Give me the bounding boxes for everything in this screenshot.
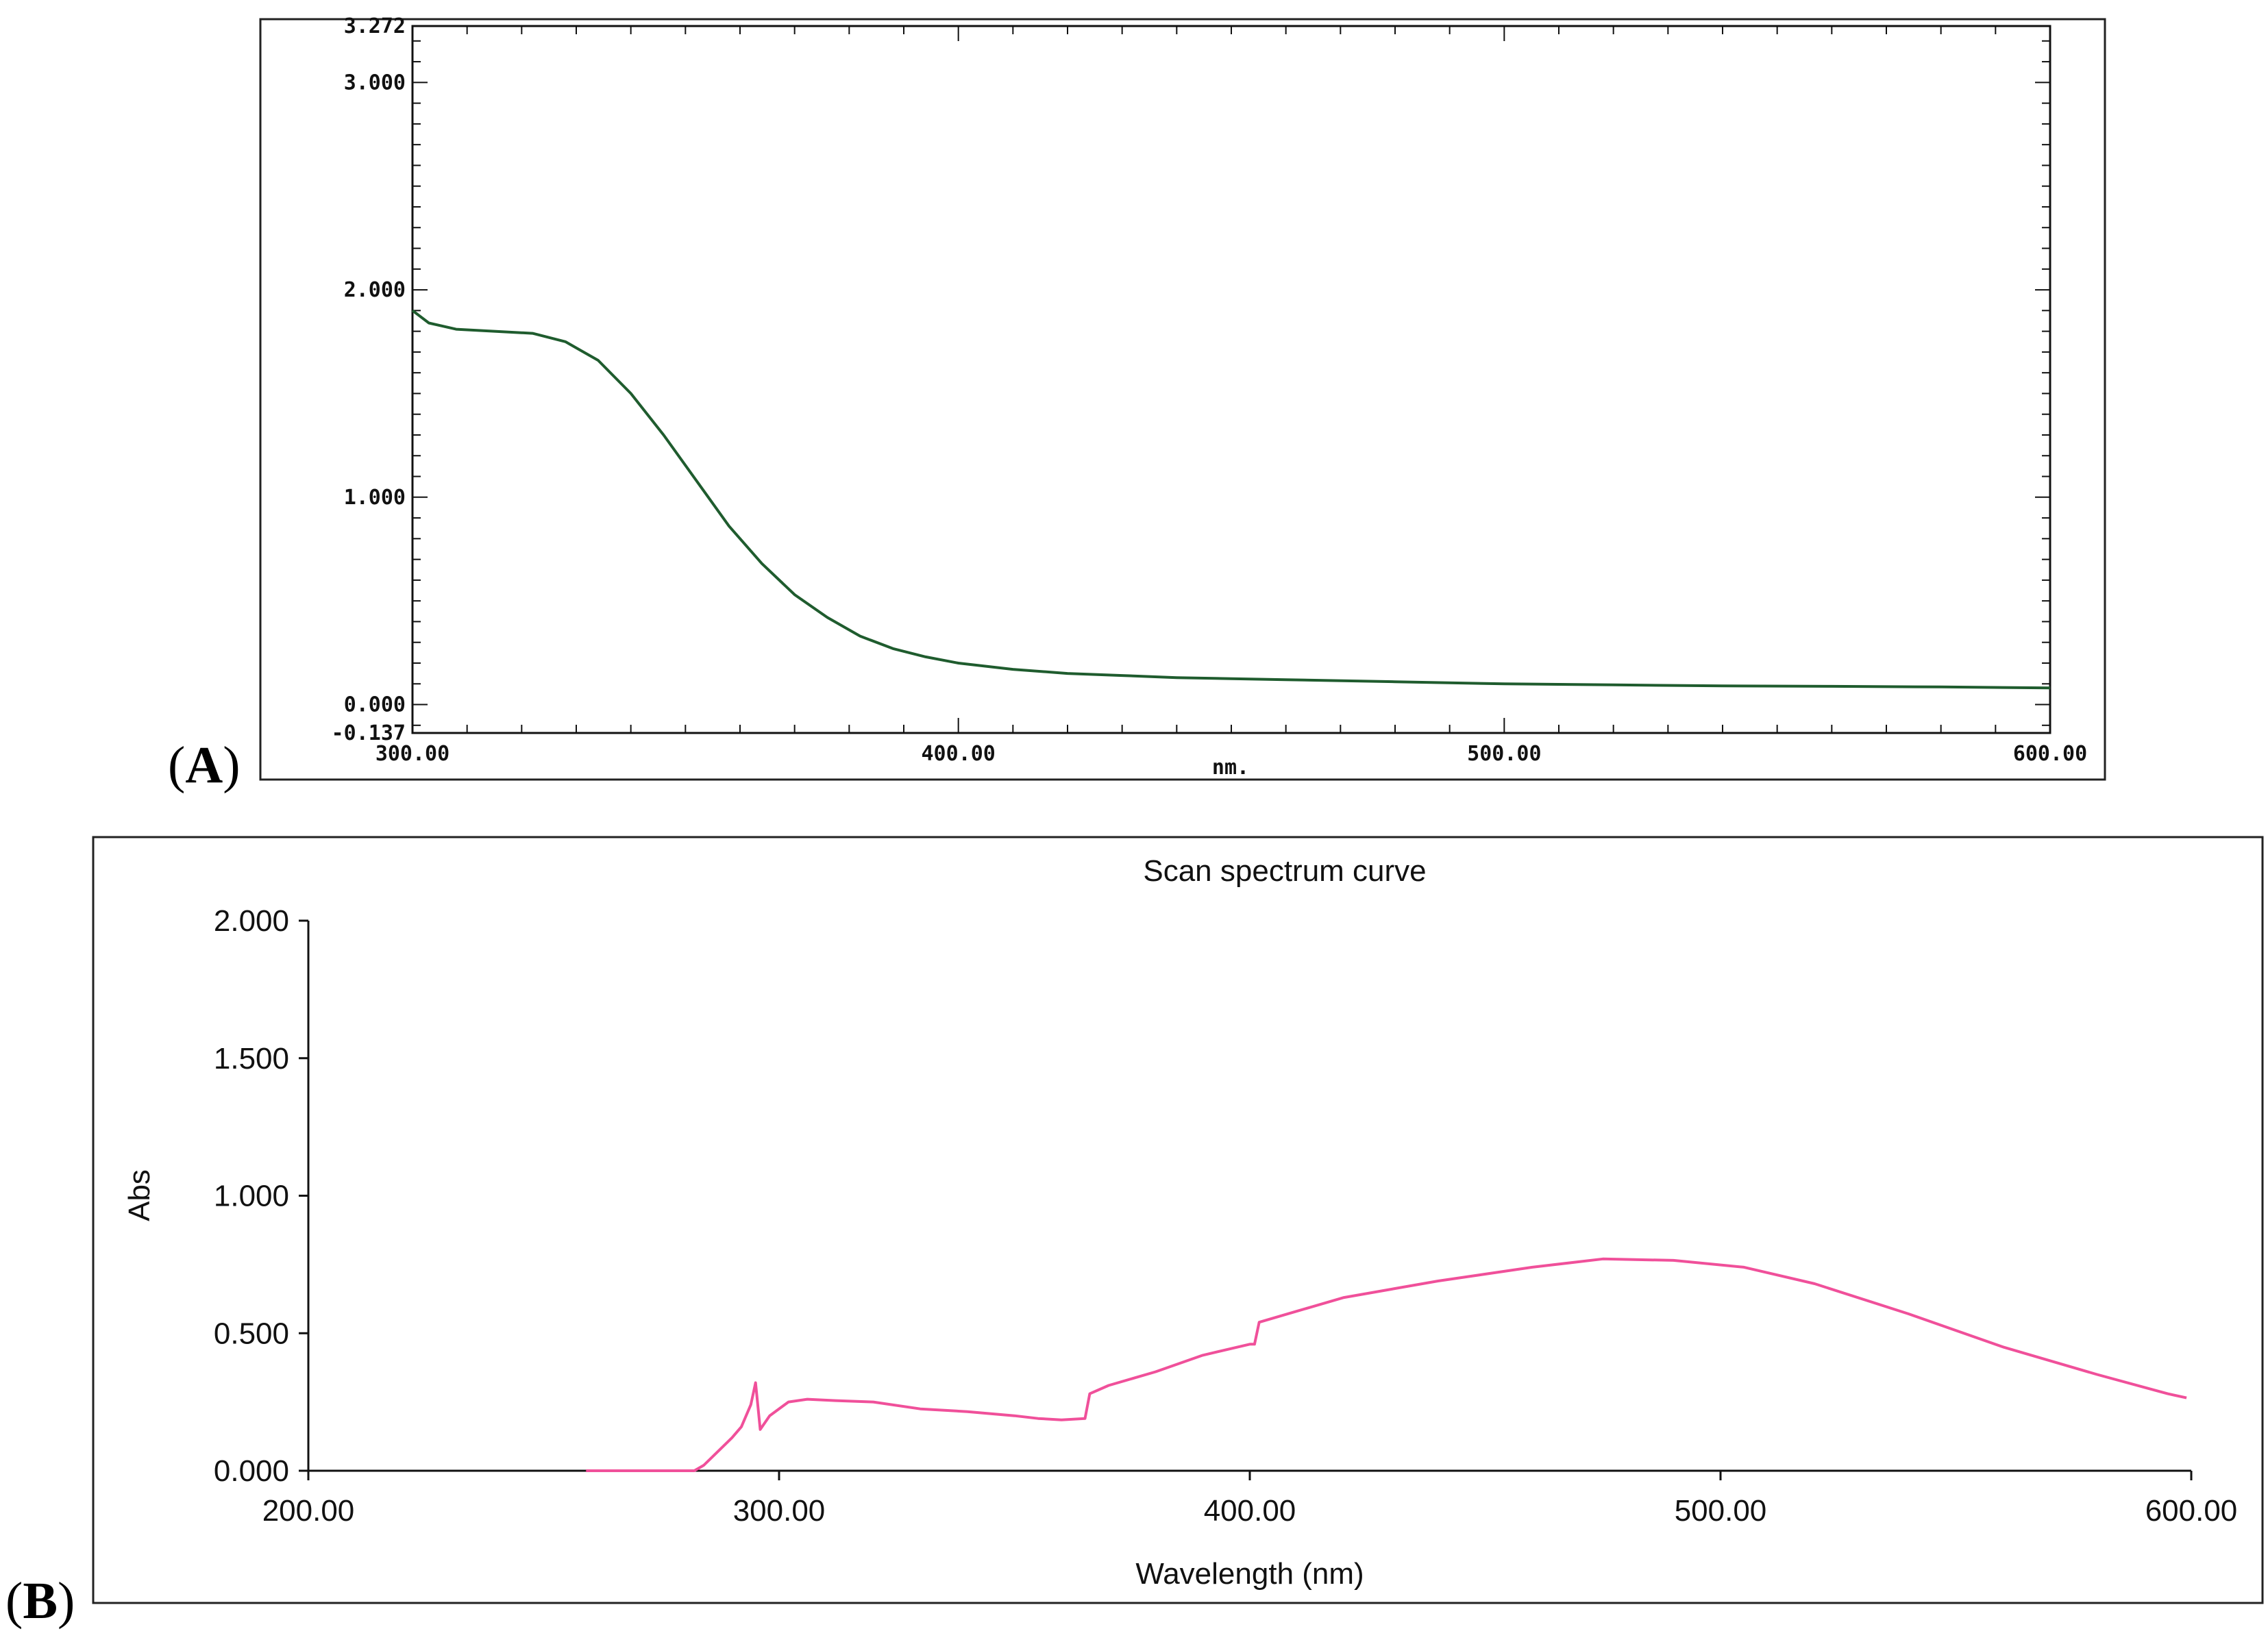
- panel-b-x-tick-labels: 200.00 300.00 400.00 500.00 600.00: [262, 1494, 2238, 1528]
- panel-b-y-tick-label: 1.500: [214, 1042, 289, 1075]
- panel-a: 3.272 3.000 2.000 1.000 0.000 -0.137 300.00 40…: [168, 14, 2106, 794]
- panel-b-y-axis-label: Abs: [123, 1169, 156, 1221]
- panel-a-y-tick-label: 1.000: [344, 486, 406, 510]
- panel-a-x-tick-labels: 300.00 400.00 500.00 600.00: [375, 742, 2087, 766]
- panel-b-y-tick-label: 0.500: [214, 1317, 289, 1350]
- panel-a-y-tick-label: 3.000: [344, 71, 406, 95]
- panel-b-x-tick-label: 400.00: [1204, 1494, 1296, 1528]
- panel-a-ticks: [412, 26, 2051, 733]
- panel-a-y-tick-label: 3.272: [344, 14, 406, 38]
- panel-a-x-axis-label: nm.: [1212, 756, 1249, 780]
- panel-b: Scan spectrum curve 0.000 0.500 1.000 1.500…: [5, 836, 2264, 1630]
- panel-a-letter: (A): [168, 736, 241, 794]
- panel-b-y-tick-labels: 0.000 0.500 1.000 1.500 2.000: [214, 904, 289, 1488]
- panel-b-x-axis-label: Wavelength (nm): [1135, 1557, 1364, 1591]
- panel-a-x-tick-label: 500.00: [1467, 742, 1541, 766]
- panel-a-frame: [259, 18, 2106, 781]
- panel-b-letter: (B): [5, 1572, 75, 1630]
- panel-b-y-tick-label: 1.000: [214, 1180, 289, 1213]
- panel-b-x-tick-label: 500.00: [1675, 1494, 1767, 1528]
- panel-b-title: Scan spectrum curve: [1143, 854, 1426, 888]
- panel-b-x-tick-label: 200.00: [262, 1494, 355, 1528]
- panel-b-y-tick-label: 0.000: [214, 1454, 289, 1488]
- panel-a-plot-area: [411, 25, 2051, 734]
- panel-a-y-tick-labels: 3.272 3.000 2.000 1.000 0.000 -0.137: [332, 14, 406, 745]
- panel-b-x-tick-label: 300.00: [733, 1494, 826, 1528]
- panel-a-x-tick-label: 400.00: [921, 742, 995, 766]
- panel-a-x-tick-label: 600.00: [2013, 742, 2087, 766]
- panel-a-y-tick-label: 2.000: [344, 278, 406, 302]
- panel-a-y-tick-label: 0.000: [344, 693, 406, 717]
- panel-b-frame: [92, 836, 2264, 1604]
- panel-b-ticks: [299, 919, 2193, 1480]
- panel-b-spectrum-line: [586, 1257, 2187, 1472]
- panel-a-y-tick-label: -0.137: [332, 721, 406, 745]
- panel-a-x-tick-label: 300.00: [375, 742, 449, 766]
- panel-b-y-tick-label: 2.000: [214, 904, 289, 938]
- panel-a-spectrum-line: [411, 309, 2051, 690]
- panel-b-x-tick-label: 600.00: [2145, 1494, 2238, 1528]
